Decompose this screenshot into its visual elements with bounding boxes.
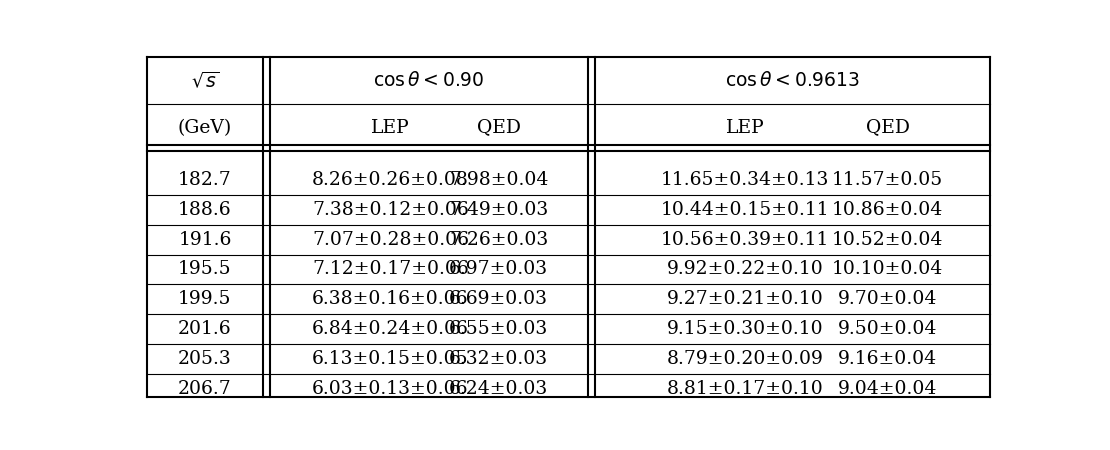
Text: 6.84±0.24±0.06: 6.84±0.24±0.06	[312, 320, 468, 338]
Text: 6.24±0.03: 6.24±0.03	[450, 380, 548, 398]
Text: LEP: LEP	[371, 119, 410, 137]
Text: 205.3: 205.3	[178, 350, 232, 368]
Text: QED: QED	[866, 119, 909, 137]
Text: 6.38±0.16±0.06: 6.38±0.16±0.06	[312, 290, 468, 308]
Text: 206.7: 206.7	[178, 380, 232, 398]
Text: 10.52±0.04: 10.52±0.04	[831, 230, 944, 248]
Text: 6.97±0.03: 6.97±0.03	[450, 261, 548, 279]
Text: 9.92±0.22±0.10: 9.92±0.22±0.10	[667, 261, 824, 279]
Text: 7.26±0.03: 7.26±0.03	[450, 230, 548, 248]
Text: 7.12±0.17±0.06: 7.12±0.17±0.06	[312, 261, 468, 279]
Text: 191.6: 191.6	[179, 230, 232, 248]
Text: (GeV): (GeV)	[178, 119, 232, 137]
Text: 7.49±0.03: 7.49±0.03	[450, 201, 548, 219]
Text: 9.70±0.04: 9.70±0.04	[838, 290, 937, 308]
Text: LEP: LEP	[726, 119, 765, 137]
Text: $\sqrt{s}$: $\sqrt{s}$	[191, 71, 219, 91]
Text: 8.81±0.17±0.10: 8.81±0.17±0.10	[667, 380, 824, 398]
Text: 6.32±0.03: 6.32±0.03	[450, 350, 548, 368]
Text: 6.13±0.15±0.05: 6.13±0.15±0.05	[312, 350, 468, 368]
Text: 195.5: 195.5	[179, 261, 232, 279]
Text: 7.07±0.28±0.06: 7.07±0.28±0.06	[312, 230, 468, 248]
Text: 10.56±0.39±0.11: 10.56±0.39±0.11	[660, 230, 829, 248]
Text: 10.44±0.15±0.11: 10.44±0.15±0.11	[660, 201, 829, 219]
Text: 201.6: 201.6	[179, 320, 232, 338]
Text: 11.65±0.34±0.13: 11.65±0.34±0.13	[660, 171, 829, 189]
Text: 6.55±0.03: 6.55±0.03	[450, 320, 548, 338]
Text: 9.27±0.21±0.10: 9.27±0.21±0.10	[667, 290, 824, 308]
Text: $\cos\theta < 0.9613$: $\cos\theta < 0.9613$	[725, 72, 860, 90]
Text: 182.7: 182.7	[178, 171, 232, 189]
Text: 10.10±0.04: 10.10±0.04	[831, 261, 944, 279]
Text: 188.6: 188.6	[179, 201, 232, 219]
Text: $\cos\theta < 0.90$: $\cos\theta < 0.90$	[373, 72, 484, 90]
Text: 11.57±0.05: 11.57±0.05	[831, 171, 944, 189]
Text: 9.04±0.04: 9.04±0.04	[838, 380, 937, 398]
Text: QED: QED	[476, 119, 521, 137]
Text: 6.69±0.03: 6.69±0.03	[450, 290, 548, 308]
Text: 8.79±0.20±0.09: 8.79±0.20±0.09	[667, 350, 824, 368]
Text: 6.03±0.13±0.06: 6.03±0.13±0.06	[312, 380, 468, 398]
Text: 9.50±0.04: 9.50±0.04	[838, 320, 937, 338]
Text: 9.15±0.30±0.10: 9.15±0.30±0.10	[667, 320, 824, 338]
Text: 7.38±0.12±0.06: 7.38±0.12±0.06	[312, 201, 468, 219]
Text: 199.5: 199.5	[179, 290, 232, 308]
Text: 8.26±0.26±0.08: 8.26±0.26±0.08	[312, 171, 468, 189]
Text: 7.98±0.04: 7.98±0.04	[448, 171, 548, 189]
Text: 9.16±0.04: 9.16±0.04	[838, 350, 937, 368]
Text: 10.86±0.04: 10.86±0.04	[831, 201, 944, 219]
